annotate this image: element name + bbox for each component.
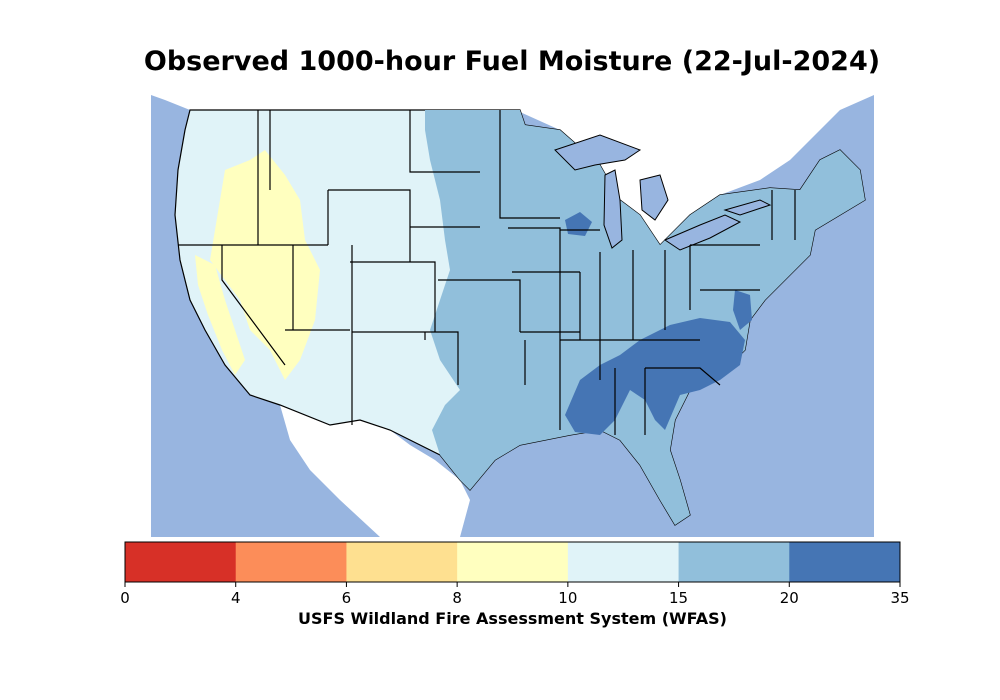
colorbar-tick-label: 35	[890, 589, 909, 607]
northeast-wet-patch	[733, 290, 752, 330]
great-lakes	[554, 134, 772, 251]
map-title: Observed 1000-hour Fuel Moisture (22-Jul…	[143, 46, 881, 77]
colorbar-bin	[125, 542, 237, 582]
southeast-moisture-20-35	[565, 318, 745, 435]
canada-land	[151, 85, 874, 245]
colorbar-tick-label: 20	[780, 589, 799, 607]
east-moisture-15-20	[425, 110, 865, 525]
colorbar-tick-label: 0	[120, 589, 130, 607]
colorbar-bin	[235, 542, 347, 582]
colorbar-tick-label: 8	[452, 589, 462, 607]
colorbar-tick-label: 4	[231, 589, 241, 607]
colorbar-bin	[346, 542, 458, 582]
colorbar-tick-label: 10	[558, 589, 577, 607]
colorbar-tick-label: 15	[669, 589, 688, 607]
colorbar-bin	[567, 542, 680, 582]
state-borders	[178, 110, 796, 435]
colorbar-caption: USFS Wildland Fire Assessment System (WF…	[298, 609, 727, 628]
mexico-land	[280, 405, 470, 537]
california-dry-patch	[195, 255, 245, 375]
colorbar-bin	[678, 542, 790, 582]
colorbar-outline	[124, 541, 901, 583]
colorbar-tick-label: 6	[342, 589, 352, 607]
colorbar-bin	[457, 542, 569, 582]
colorbar-bin	[789, 542, 901, 582]
